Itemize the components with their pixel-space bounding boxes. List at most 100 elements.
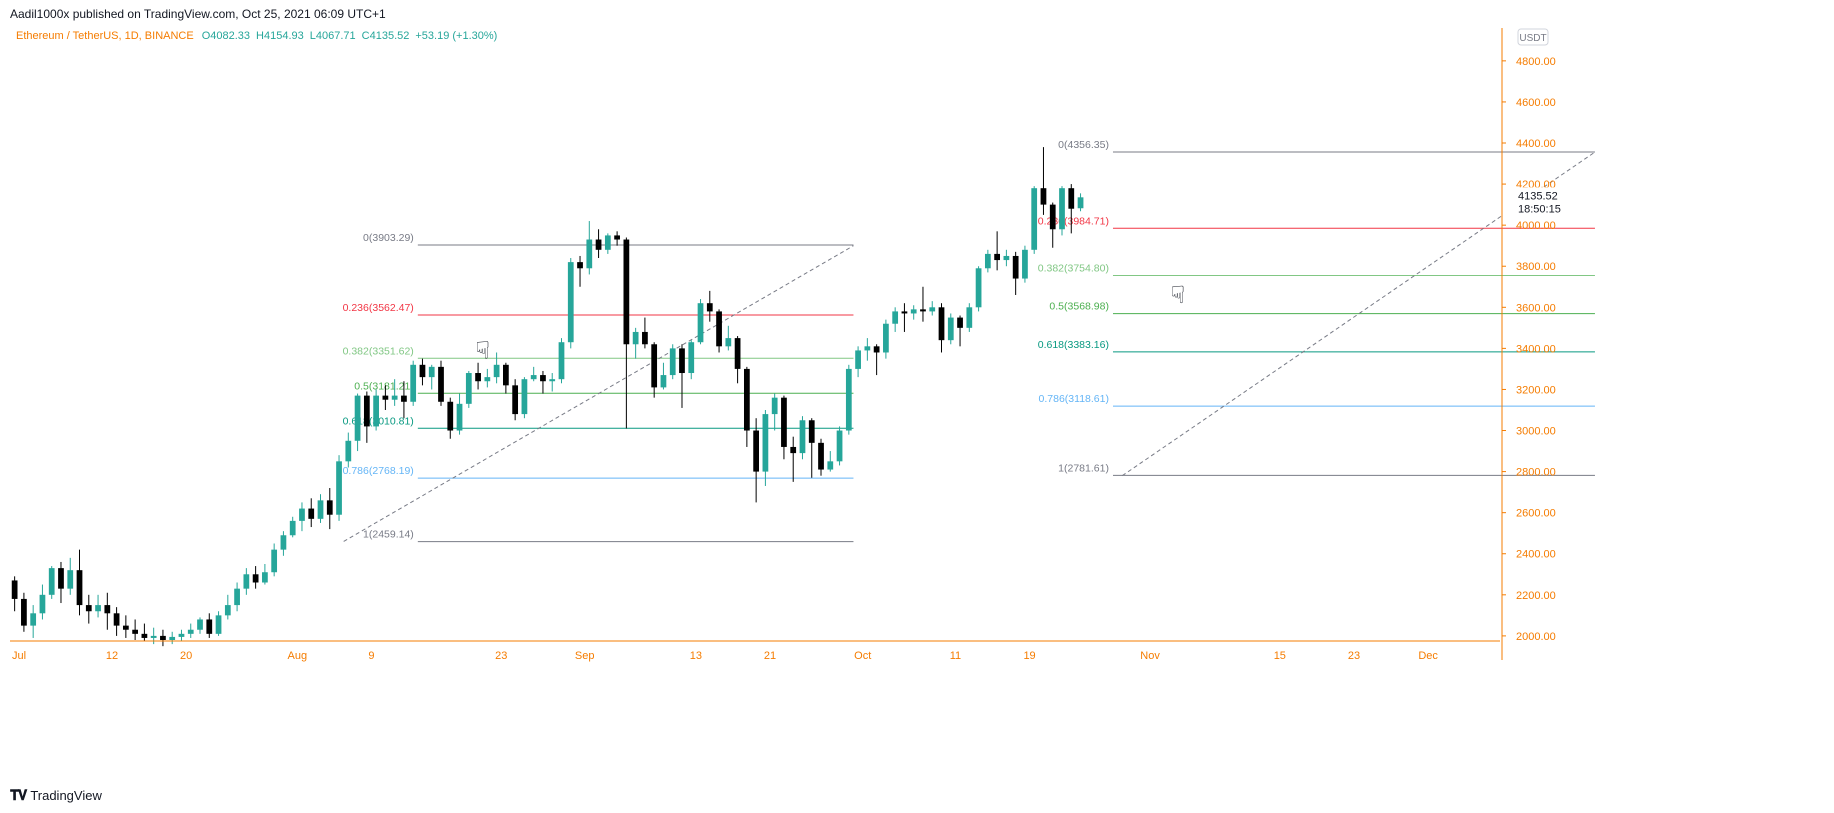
- annotation-layer[interactable]: ☟☟: [475, 282, 1185, 364]
- candle[interactable]: [475, 362, 481, 390]
- candle[interactable]: [354, 393, 361, 452]
- candle[interactable]: [345, 432, 352, 468]
- candle[interactable]: [669, 344, 676, 380]
- candle[interactable]: [855, 346, 861, 378]
- candle[interactable]: [688, 340, 695, 380]
- candle[interactable]: [1040, 147, 1047, 215]
- candle[interactable]: [679, 344, 685, 408]
- candle[interactable]: [1022, 245, 1028, 283]
- candle[interactable]: [30, 605, 37, 638]
- candle[interactable]: [984, 249, 991, 273]
- candle[interactable]: [753, 418, 760, 503]
- candle[interactable]: [85, 594, 92, 624]
- candle[interactable]: [781, 395, 787, 460]
- fib-set-2[interactable]: 0(4356.35) 0.236(3984.71) 0.382(3754.80) 0.…: [1038, 139, 1595, 476]
- trendline[interactable]: [343, 245, 854, 542]
- candle[interactable]: [697, 299, 704, 345]
- candle[interactable]: [289, 516, 296, 538]
- candle[interactable]: [799, 416, 806, 460]
- chart-svg[interactable]: Ethereum / TetherUS, 1D, BINANCE O4082.3…: [10, 28, 1820, 791]
- candle[interactable]: [567, 258, 574, 349]
- candle[interactable]: [363, 391, 370, 443]
- candle[interactable]: [549, 373, 556, 392]
- candle[interactable]: [883, 319, 889, 359]
- candle[interactable]: [197, 617, 203, 634]
- candle[interactable]: [104, 592, 111, 630]
- candle[interactable]: [252, 566, 259, 589]
- candle[interactable]: [530, 366, 537, 382]
- candle[interactable]: [586, 221, 593, 275]
- candle[interactable]: [1077, 193, 1084, 212]
- candle[interactable]: [577, 255, 583, 287]
- candle[interactable]: [308, 498, 315, 528]
- pointing-hand-icon[interactable]: ☟: [475, 338, 490, 365]
- chart-area[interactable]: Ethereum / TetherUS, 1D, BINANCE O4082.3…: [10, 28, 1820, 791]
- candle[interactable]: [957, 315, 963, 347]
- candle[interactable]: [642, 317, 648, 349]
- candle[interactable]: [818, 438, 824, 476]
- candle[interactable]: [234, 582, 240, 612]
- candle[interactable]: [122, 615, 129, 638]
- candle[interactable]: [262, 564, 268, 585]
- candle[interactable]: [706, 290, 713, 322]
- candle[interactable]: [484, 368, 491, 388]
- candle[interactable]: [836, 426, 843, 466]
- candle[interactable]: [132, 619, 139, 640]
- candle[interactable]: [845, 364, 852, 435]
- candle[interactable]: [604, 233, 611, 254]
- candle[interactable]: [623, 237, 630, 429]
- candle[interactable]: [521, 377, 528, 419]
- candle[interactable]: [419, 358, 426, 386]
- candle[interactable]: [428, 364, 435, 390]
- y-axis[interactable]: 2000.00 2200.00 2400.00 2600.00 2800.00 3000.…: [1501, 28, 1561, 660]
- candle[interactable]: [438, 360, 444, 406]
- candle[interactable]: [827, 451, 834, 472]
- candle[interactable]: [160, 629, 166, 647]
- candle[interactable]: [873, 344, 880, 376]
- candle[interactable]: [1059, 186, 1065, 236]
- currency-badge[interactable]: USDT: [1517, 28, 1549, 46]
- candle[interactable]: [947, 313, 954, 345]
- candle[interactable]: [401, 381, 407, 419]
- candle[interactable]: [39, 584, 46, 620]
- fib-set-1[interactable]: 0(3903.29) 0.236(3562.47) 0.382(3351.62) 0.…: [343, 232, 854, 543]
- candle[interactable]: [651, 342, 658, 398]
- candle[interactable]: [447, 397, 454, 439]
- candle[interactable]: [920, 286, 926, 322]
- candle[interactable]: [725, 325, 732, 351]
- candle[interactable]: [169, 631, 176, 645]
- candle[interactable]: [410, 360, 417, 406]
- candle[interactable]: [1068, 184, 1075, 234]
- candle[interactable]: [382, 385, 389, 410]
- candle[interactable]: [938, 303, 945, 353]
- candle[interactable]: [215, 611, 222, 636]
- fib-retracement-layer[interactable]: 0(3903.29) 0.236(3562.47) 0.382(3351.62) 0.…: [343, 139, 1595, 543]
- tradingview-logo[interactable]: 𝐓𝐕 TradingView: [10, 787, 102, 804]
- candle[interactable]: [178, 629, 185, 642]
- candle[interactable]: [1049, 202, 1056, 248]
- candle[interactable]: [540, 370, 546, 394]
- candle[interactable]: [391, 379, 398, 406]
- candle[interactable]: [503, 362, 509, 394]
- candle[interactable]: [141, 623, 148, 642]
- candle[interactable]: [373, 389, 379, 431]
- candle[interactable]: [58, 561, 64, 604]
- candle[interactable]: [243, 568, 250, 595]
- candle[interactable]: [299, 502, 305, 532]
- candle[interactable]: [716, 309, 722, 353]
- candle[interactable]: [76, 549, 83, 616]
- candle[interactable]: [901, 303, 908, 332]
- candle[interactable]: [808, 418, 815, 478]
- candle[interactable]: [224, 594, 231, 620]
- candle[interactable]: [95, 594, 101, 618]
- candle[interactable]: [493, 352, 500, 384]
- candle[interactable]: [743, 366, 750, 447]
- candle[interactable]: [456, 393, 463, 435]
- candle[interactable]: [614, 231, 620, 246]
- candle[interactable]: [113, 607, 120, 636]
- candle[interactable]: [975, 266, 982, 312]
- candle[interactable]: [336, 455, 342, 521]
- candle[interactable]: [994, 231, 1000, 271]
- candle[interactable]: [892, 307, 899, 332]
- pointing-hand-icon[interactable]: ☟: [1171, 282, 1186, 309]
